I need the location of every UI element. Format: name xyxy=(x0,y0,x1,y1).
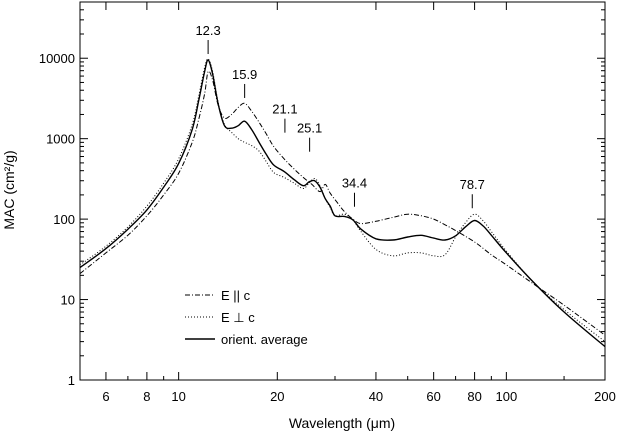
series-lines xyxy=(79,58,606,348)
legend-label-1: E || c xyxy=(221,288,251,303)
series-line-1 xyxy=(79,70,606,336)
x-axis-title: Wavelength (μm) xyxy=(289,415,395,431)
y-tick-label: 1 xyxy=(68,373,75,388)
legend-label-2: E ⊥ c xyxy=(221,310,255,325)
series-line-2 xyxy=(79,58,606,342)
annotation-label: 78.7 xyxy=(460,177,485,192)
x-tick-label: 80 xyxy=(467,389,481,404)
plot-frame xyxy=(79,1,606,381)
legend: E || c E ⊥ c orient. average xyxy=(185,288,308,347)
x-tick-label: 200 xyxy=(594,389,616,404)
annotation-label: 34.4 xyxy=(342,176,367,191)
peak-annotations: 12.3 15.9 21.125.1 34.4 78.7 xyxy=(195,23,485,209)
y-tick-label: 10 xyxy=(61,293,75,308)
x-axis-ticks: 6 8 10 20 40 60 80 100 200 xyxy=(79,2,616,404)
y-axis-title: MAC (cm²/g) xyxy=(1,150,17,229)
series-line-3 xyxy=(79,59,606,348)
annotation-label: 12.3 xyxy=(195,23,220,38)
y-axis-ticks: 1 10 100 1000 10000 xyxy=(39,1,605,388)
x-tick-label: 6 xyxy=(102,389,109,404)
y-tick-label: 1000 xyxy=(46,132,75,147)
annotation-label: 21.1 xyxy=(272,102,297,117)
x-tick-label: 100 xyxy=(495,389,517,404)
annotation-label: 25.1 xyxy=(297,121,322,136)
x-tick-label: 10 xyxy=(171,389,185,404)
legend-label-3: orient. average xyxy=(221,332,308,347)
x-tick-label: 8 xyxy=(143,389,150,404)
annotation-label: 15.9 xyxy=(232,67,257,82)
x-tick-label: 20 xyxy=(270,389,284,404)
x-tick-label: 60 xyxy=(426,389,440,404)
y-tick-label: 10000 xyxy=(39,51,75,66)
x-tick-label: 40 xyxy=(369,389,383,404)
y-tick-label: 100 xyxy=(53,212,75,227)
